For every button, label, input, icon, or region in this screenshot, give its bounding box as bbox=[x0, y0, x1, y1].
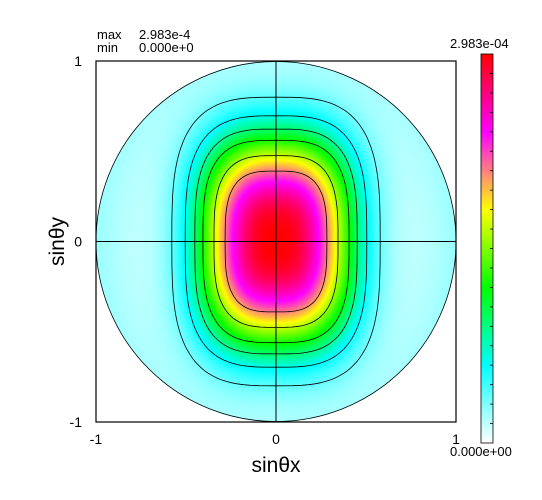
min-label: min bbox=[97, 40, 118, 55]
x-axis-title: sinθx bbox=[251, 454, 301, 477]
y-tick-label: -1 bbox=[70, 414, 83, 430]
y-tick-label: 1 bbox=[74, 53, 82, 69]
colorbar-min-label: 0.000e+00 bbox=[450, 444, 512, 459]
x-tick-label: 0 bbox=[272, 431, 280, 447]
max-label: max bbox=[97, 27, 122, 42]
y-axis-title: sinθy bbox=[46, 216, 69, 266]
y-tick-label: 0 bbox=[74, 234, 82, 250]
x-tick-label: -1 bbox=[90, 431, 103, 447]
plot-frame bbox=[95, 60, 457, 423]
min-value: 0.000e+0 bbox=[139, 40, 194, 55]
x-tick-label: 1 bbox=[452, 431, 460, 447]
colorbar-max-label: 2.983e-04 bbox=[450, 36, 509, 51]
max-value: 2.983e-4 bbox=[139, 27, 191, 42]
